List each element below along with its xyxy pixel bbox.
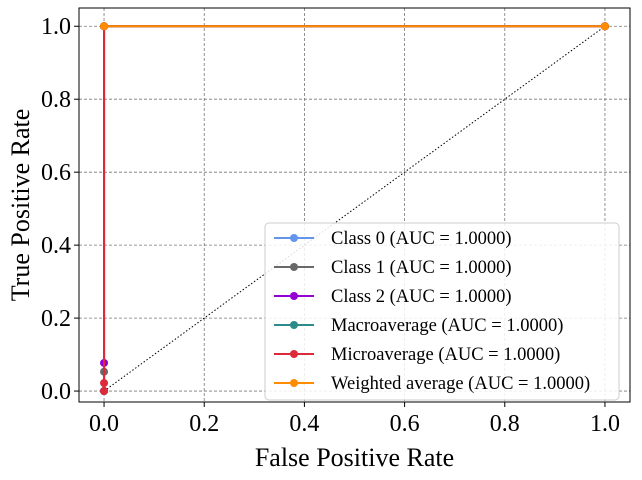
series-point-4 xyxy=(100,387,109,396)
legend-marker xyxy=(290,321,298,329)
x-axis-label: False Positive Rate xyxy=(255,443,454,472)
series-group xyxy=(100,22,609,396)
legend-label: Macroaverage (AUC = 1.0000) xyxy=(331,316,563,336)
series-point-5 xyxy=(600,22,609,31)
legend-label: Microaverage (AUC = 1.0000) xyxy=(331,345,560,365)
legend-marker xyxy=(290,379,298,387)
legend-marker xyxy=(290,263,298,271)
y-tick-label: 0.2 xyxy=(41,306,71,332)
legend-marker xyxy=(290,234,298,242)
x-tick-label: 1.0 xyxy=(590,411,620,437)
y-tick-label: 0.8 xyxy=(41,87,71,113)
ticks: 0.0 0.2 0.4 0.6 0.8 1.0 0.0 0.2 0.4 0.6 0.8 1.0 xyxy=(41,14,620,437)
x-tick-label: 0.2 xyxy=(189,411,219,437)
plot-frame xyxy=(78,7,631,403)
y-axis-label: True Positive Rate xyxy=(6,109,35,302)
series-point-5 xyxy=(100,22,109,31)
y-tick-label: 1.0 xyxy=(41,14,71,40)
y-tick-label: 0.4 xyxy=(41,233,71,259)
series-point-4 xyxy=(100,379,109,388)
x-tick-label: 0.8 xyxy=(490,411,520,437)
y-tick-label: 0.0 xyxy=(41,379,71,405)
legend-marker xyxy=(290,292,298,300)
y-tick-label: 0.6 xyxy=(41,160,71,186)
legend-box xyxy=(264,222,620,401)
legend: Class 0 (AUC = 1.0000) Class 1 (AUC = 1.0… xyxy=(264,222,620,401)
x-tick-label: 0.4 xyxy=(289,411,319,437)
x-tick-label: 0.0 xyxy=(89,411,119,437)
legend-label: Class 1 (AUC = 1.0000) xyxy=(331,258,512,278)
legend-label: Class 0 (AUC = 1.0000) xyxy=(331,229,512,249)
legend-label: Weighted average (AUC = 1.0000) xyxy=(331,374,590,394)
legend-marker xyxy=(290,350,298,358)
legend-label: Class 2 (AUC = 1.0000) xyxy=(331,287,512,307)
x-tick-label: 0.6 xyxy=(390,411,420,437)
